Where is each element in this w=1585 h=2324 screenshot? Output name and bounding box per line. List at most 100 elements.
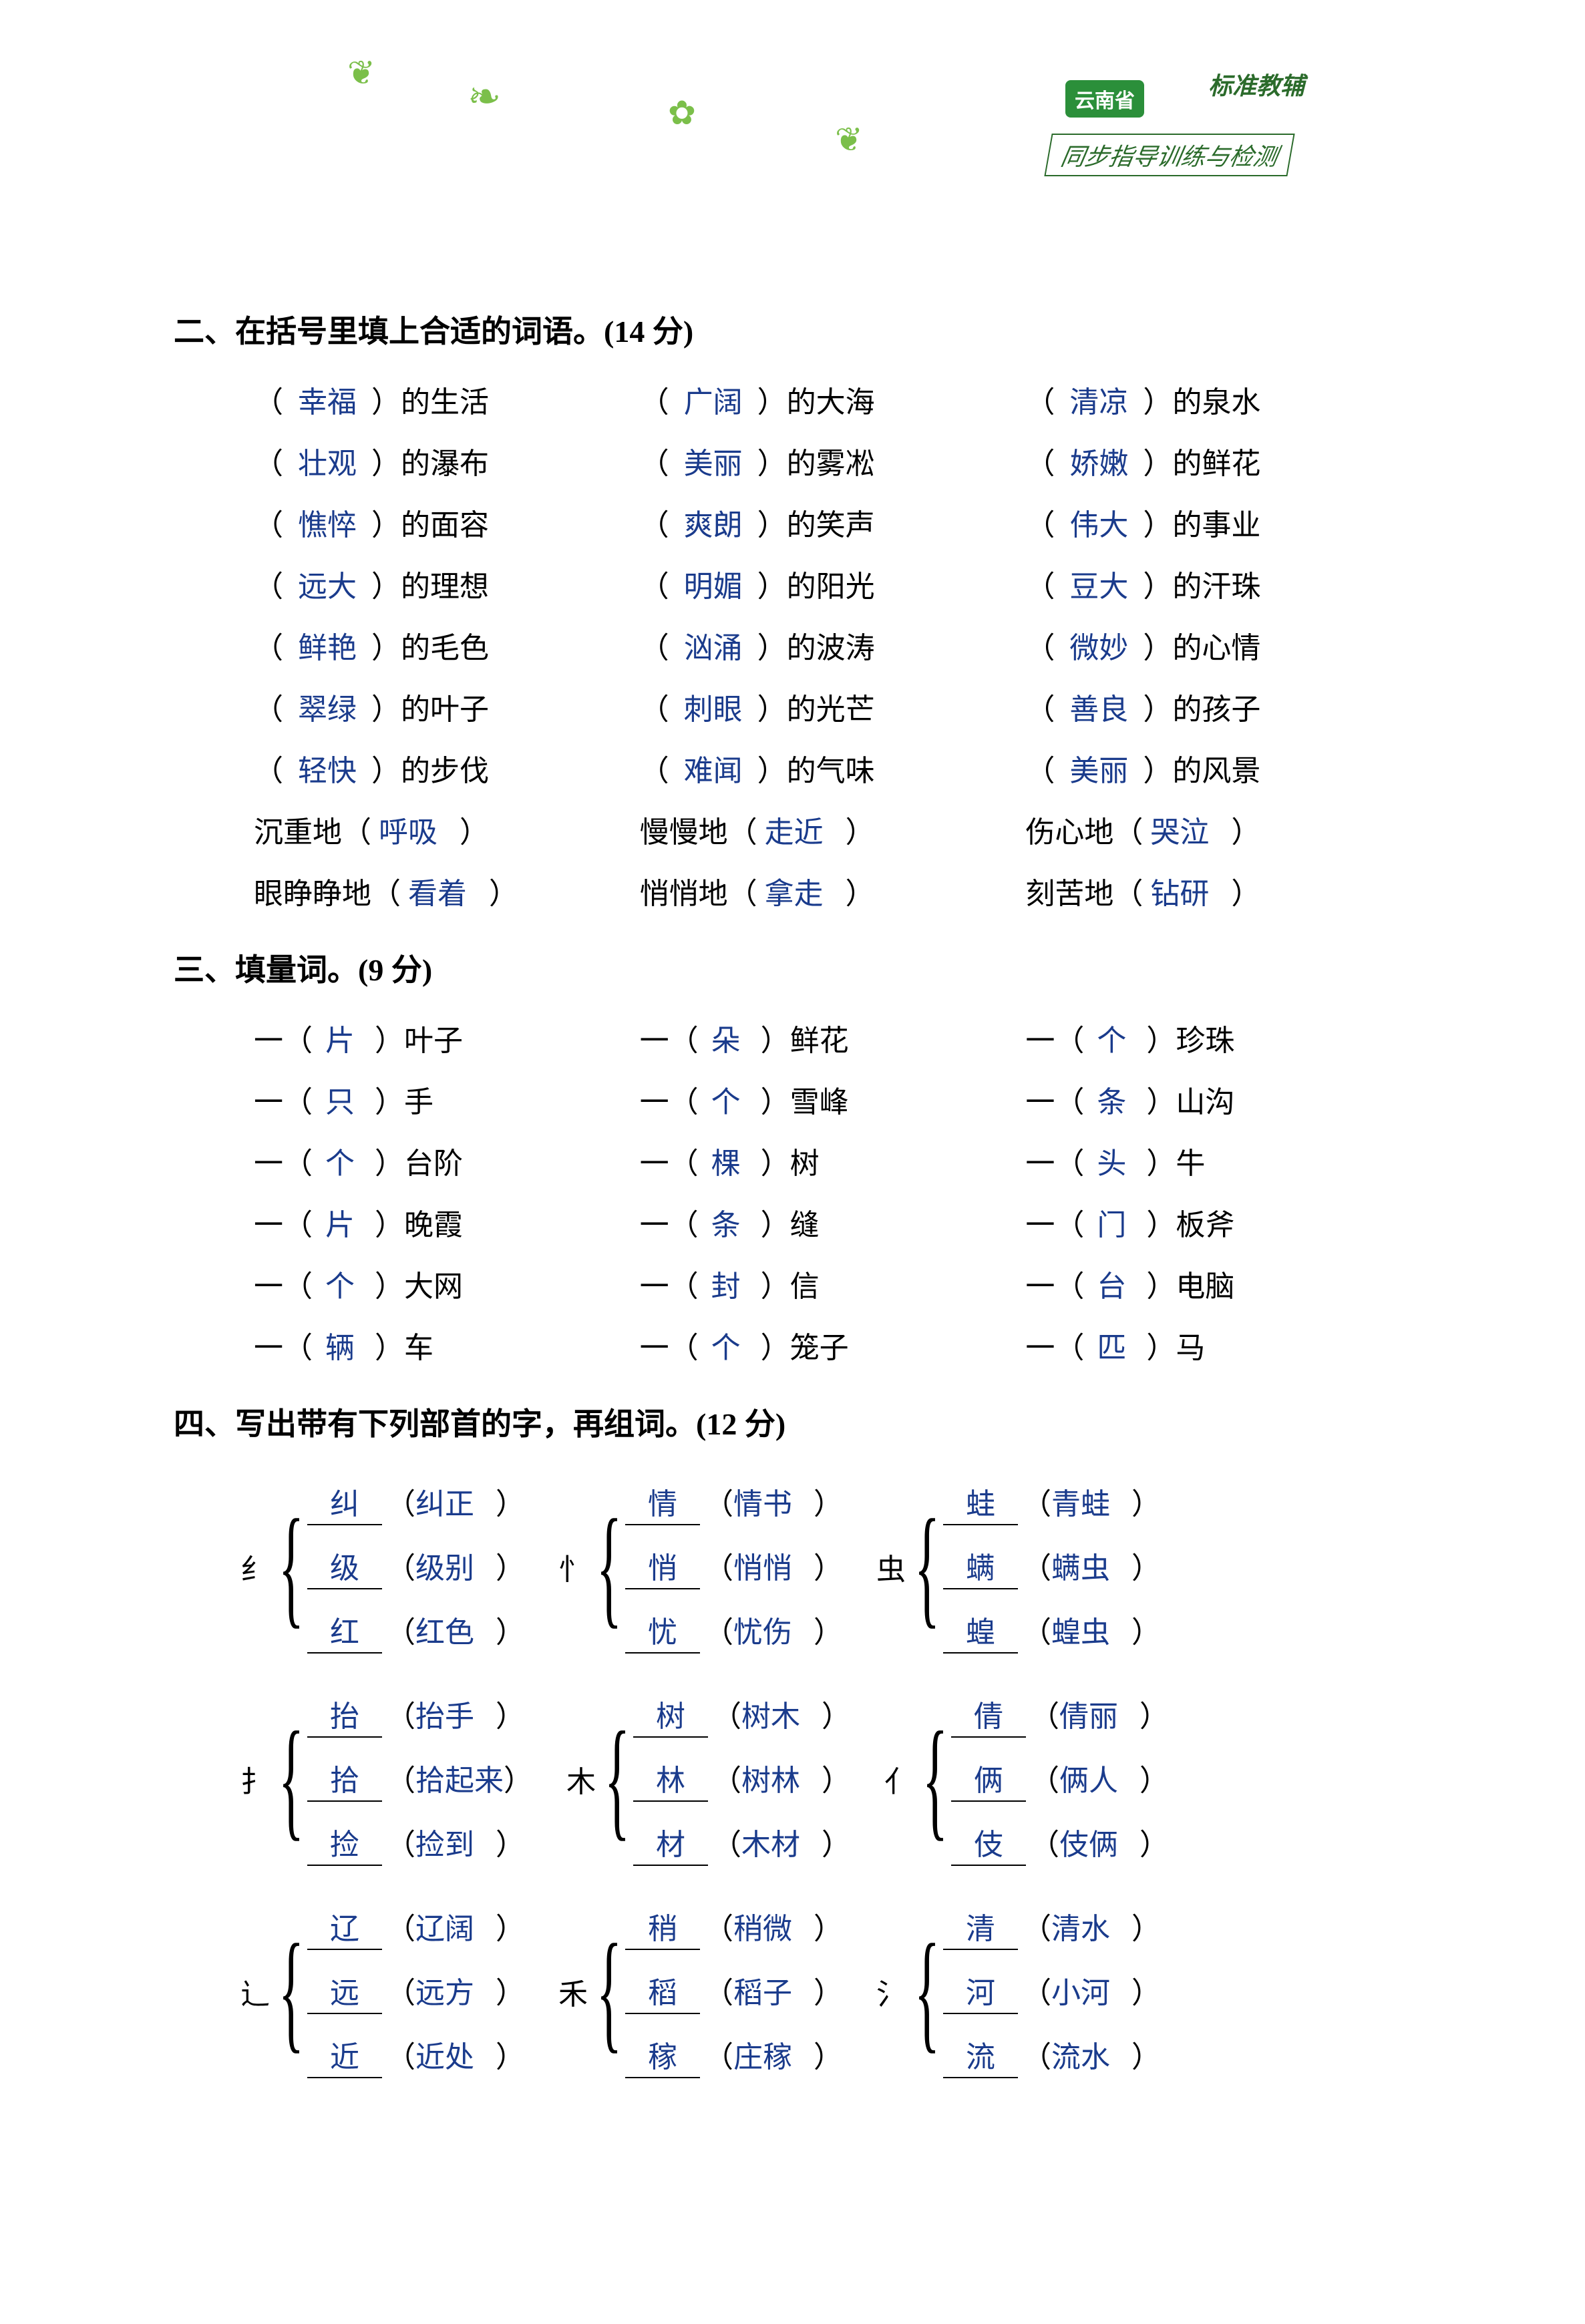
fill-cell: （ 美丽 ）的风景 <box>1025 747 1411 789</box>
fill-cell: （ 明媚 ）的阳光 <box>640 562 1026 605</box>
paren-open: （ <box>254 624 291 666</box>
word-answer: 小河 <box>1051 1969 1131 2011</box>
char-line: 俩（俩人） <box>951 1756 1169 1802</box>
char-line: 稼（庄稼） <box>625 2033 843 2078</box>
fill-cell: 伤心地（哭泣 ） <box>1025 808 1411 851</box>
radical-row: 纟{纠（纠正）级（级别）红（红色）忄{情（情书）悄（悄悄）忧（忧伤）虫{蛙（青蛙… <box>240 1471 1411 1663</box>
tail-text: ）电脑 <box>1131 1262 1234 1305</box>
radical-label: 纟 <box>240 1545 270 1588</box>
char-answer: 树 <box>633 1692 708 1738</box>
answer-text: 拿走 <box>757 869 831 912</box>
answer-text: 娇嫩 <box>1062 439 1135 482</box>
prefix-text: 一（ <box>640 1324 706 1366</box>
header-banner: 标准教辅 <box>1208 67 1304 102</box>
prefix-text: 伤心地（ <box>1025 808 1143 851</box>
tail-text: ）的孩子 <box>1135 685 1260 728</box>
char-answer: 拾 <box>307 1756 382 1802</box>
answer-text: 鲜艳 <box>291 624 364 666</box>
paren-open: （ <box>386 1480 415 1523</box>
paren-close: ） <box>1139 1756 1169 1799</box>
answer-text: 封 <box>706 1262 746 1305</box>
tail-text: ）牛 <box>1131 1139 1205 1182</box>
word-answer: 近处 <box>415 2033 496 2076</box>
fill-row: （ 远大 ）的理想（ 明媚 ）的阳光（ 豆大 ）的汗珠 <box>254 562 1411 605</box>
char-answer: 稼 <box>625 2033 700 2078</box>
fill-row: （ 轻快 ）的步伐（ 难闻 ）的气味（ 美丽 ）的风景 <box>254 747 1411 789</box>
paren-open: （ <box>1025 439 1062 482</box>
tail-text: ）缝 <box>746 1201 820 1243</box>
char-answer: 情 <box>625 1480 700 1525</box>
word-answer: 俩人 <box>1059 1756 1139 1799</box>
paren-open: （ <box>254 501 291 544</box>
fill-cell: （ 广阔 ）的大海 <box>640 378 1026 421</box>
paren-open: （ <box>704 2033 733 2076</box>
answer-text: 广阔 <box>677 378 750 421</box>
paren-close: ） <box>474 869 518 912</box>
tail-text: ）的阳光 <box>750 562 875 605</box>
word-answer: 辽阔 <box>415 1905 496 1947</box>
paren-close: ） <box>831 869 875 912</box>
paren-close: ） <box>496 1544 525 1587</box>
paren-open: （ <box>1025 378 1062 421</box>
char-line: 树（树木） <box>633 1692 851 1738</box>
fill-cell: （ 微妙 ）的心情 <box>1025 624 1411 666</box>
answer-text: 门 <box>1091 1201 1131 1243</box>
radical-block: 亻{倩（倩丽）俩（俩人）伎（伎俩） <box>884 1683 1169 1875</box>
prefix-text: 一（ <box>1025 1139 1091 1182</box>
radical-block: 纟{纠（纠正）级（级别）红（红色） <box>240 1471 525 1663</box>
radical-block: 扌{抬（抬手）拾（拾起来）捡（捡到） <box>240 1683 533 1875</box>
paren-open: （ <box>386 1969 415 2011</box>
fill-cell: （ 壮观 ）的瀑布 <box>254 439 640 482</box>
answer-text: 个 <box>320 1262 360 1305</box>
char-answer: 伎 <box>951 1820 1026 1866</box>
tail-text: ）的汗珠 <box>1135 562 1260 605</box>
paren-open: （ <box>712 1756 741 1799</box>
char-answer: 抬 <box>307 1692 382 1738</box>
paren-close: ） <box>504 1756 533 1799</box>
answer-text: 片 <box>320 1201 360 1243</box>
tail-text: ）的笑声 <box>750 501 875 544</box>
tail-text: ）的瀑布 <box>364 439 489 482</box>
paren-close: ） <box>1216 869 1260 912</box>
fill-row: （ 憔悴 ）的面容（ 爽朗 ）的笑声（ 伟大 ）的事业 <box>254 501 1411 544</box>
brace-icon: { <box>596 1925 622 2058</box>
leaf-icon: ✿ <box>668 93 696 132</box>
paren-open: （ <box>386 1692 415 1735</box>
prefix-text: 一（ <box>640 1262 706 1305</box>
word-answer: 青蛙 <box>1051 1480 1131 1523</box>
paren-close: ） <box>814 1969 843 2011</box>
word-answer: 稻子 <box>733 1969 814 2011</box>
measure-cell: 一（ 台 ）电脑 <box>1025 1262 1411 1305</box>
tail-text: ）的雾凇 <box>750 439 875 482</box>
paren-open: （ <box>1022 1969 1051 2011</box>
fill-cell: 眼睁睁地（看着 ） <box>254 869 640 912</box>
word-answer: 情书 <box>733 1480 814 1523</box>
paren-open: （ <box>1022 2033 1051 2076</box>
answer-text: 呼吸 <box>371 808 445 851</box>
measure-cell: 一（ 个 ）笼子 <box>640 1324 1026 1366</box>
brace-icon: { <box>596 1500 622 1633</box>
char-answer: 级 <box>307 1544 382 1589</box>
radical-block: 木{树（树木）林（树林）材（木材） <box>566 1683 851 1875</box>
tail-text: ）叶子 <box>360 1016 463 1059</box>
paren-open: （ <box>1030 1820 1059 1863</box>
char-answer: 远 <box>307 1969 382 2014</box>
brace-icon: { <box>279 1925 304 2058</box>
word-answer: 红色 <box>415 1608 496 1651</box>
measure-cell: 一（ 门 ）板斧 <box>1025 1201 1411 1243</box>
measure-cell: 一（ 个 ）台阶 <box>254 1139 640 1182</box>
char-line: 远（远方） <box>307 1969 525 2014</box>
word-answer: 悄悄 <box>733 1544 814 1587</box>
brand-logo: 云南省 <box>1065 80 1144 118</box>
prefix-text: 一（ <box>1025 1262 1091 1305</box>
fill-cell: （ 爽朗 ）的笑声 <box>640 501 1026 544</box>
char-line-group: 稍（稍微）稻（稻子）稼（庄稼） <box>625 1895 843 2088</box>
section-3-title: 三、填量词。(9 分) <box>174 946 1411 990</box>
word-answer: 流水 <box>1051 2033 1131 2076</box>
paren-close: ） <box>496 1608 525 1651</box>
char-line-group: 蛙（青蛙）螨（螨虫）蝗（蝗虫） <box>943 1471 1161 1663</box>
tail-text: ）的事业 <box>1135 501 1260 544</box>
measure-row: 一（ 个 ）大网一（ 封 ）信一（ 台 ）电脑 <box>254 1262 1411 1305</box>
char-line: 河（小河） <box>943 1969 1161 2014</box>
word-answer: 忧伤 <box>733 1608 814 1651</box>
